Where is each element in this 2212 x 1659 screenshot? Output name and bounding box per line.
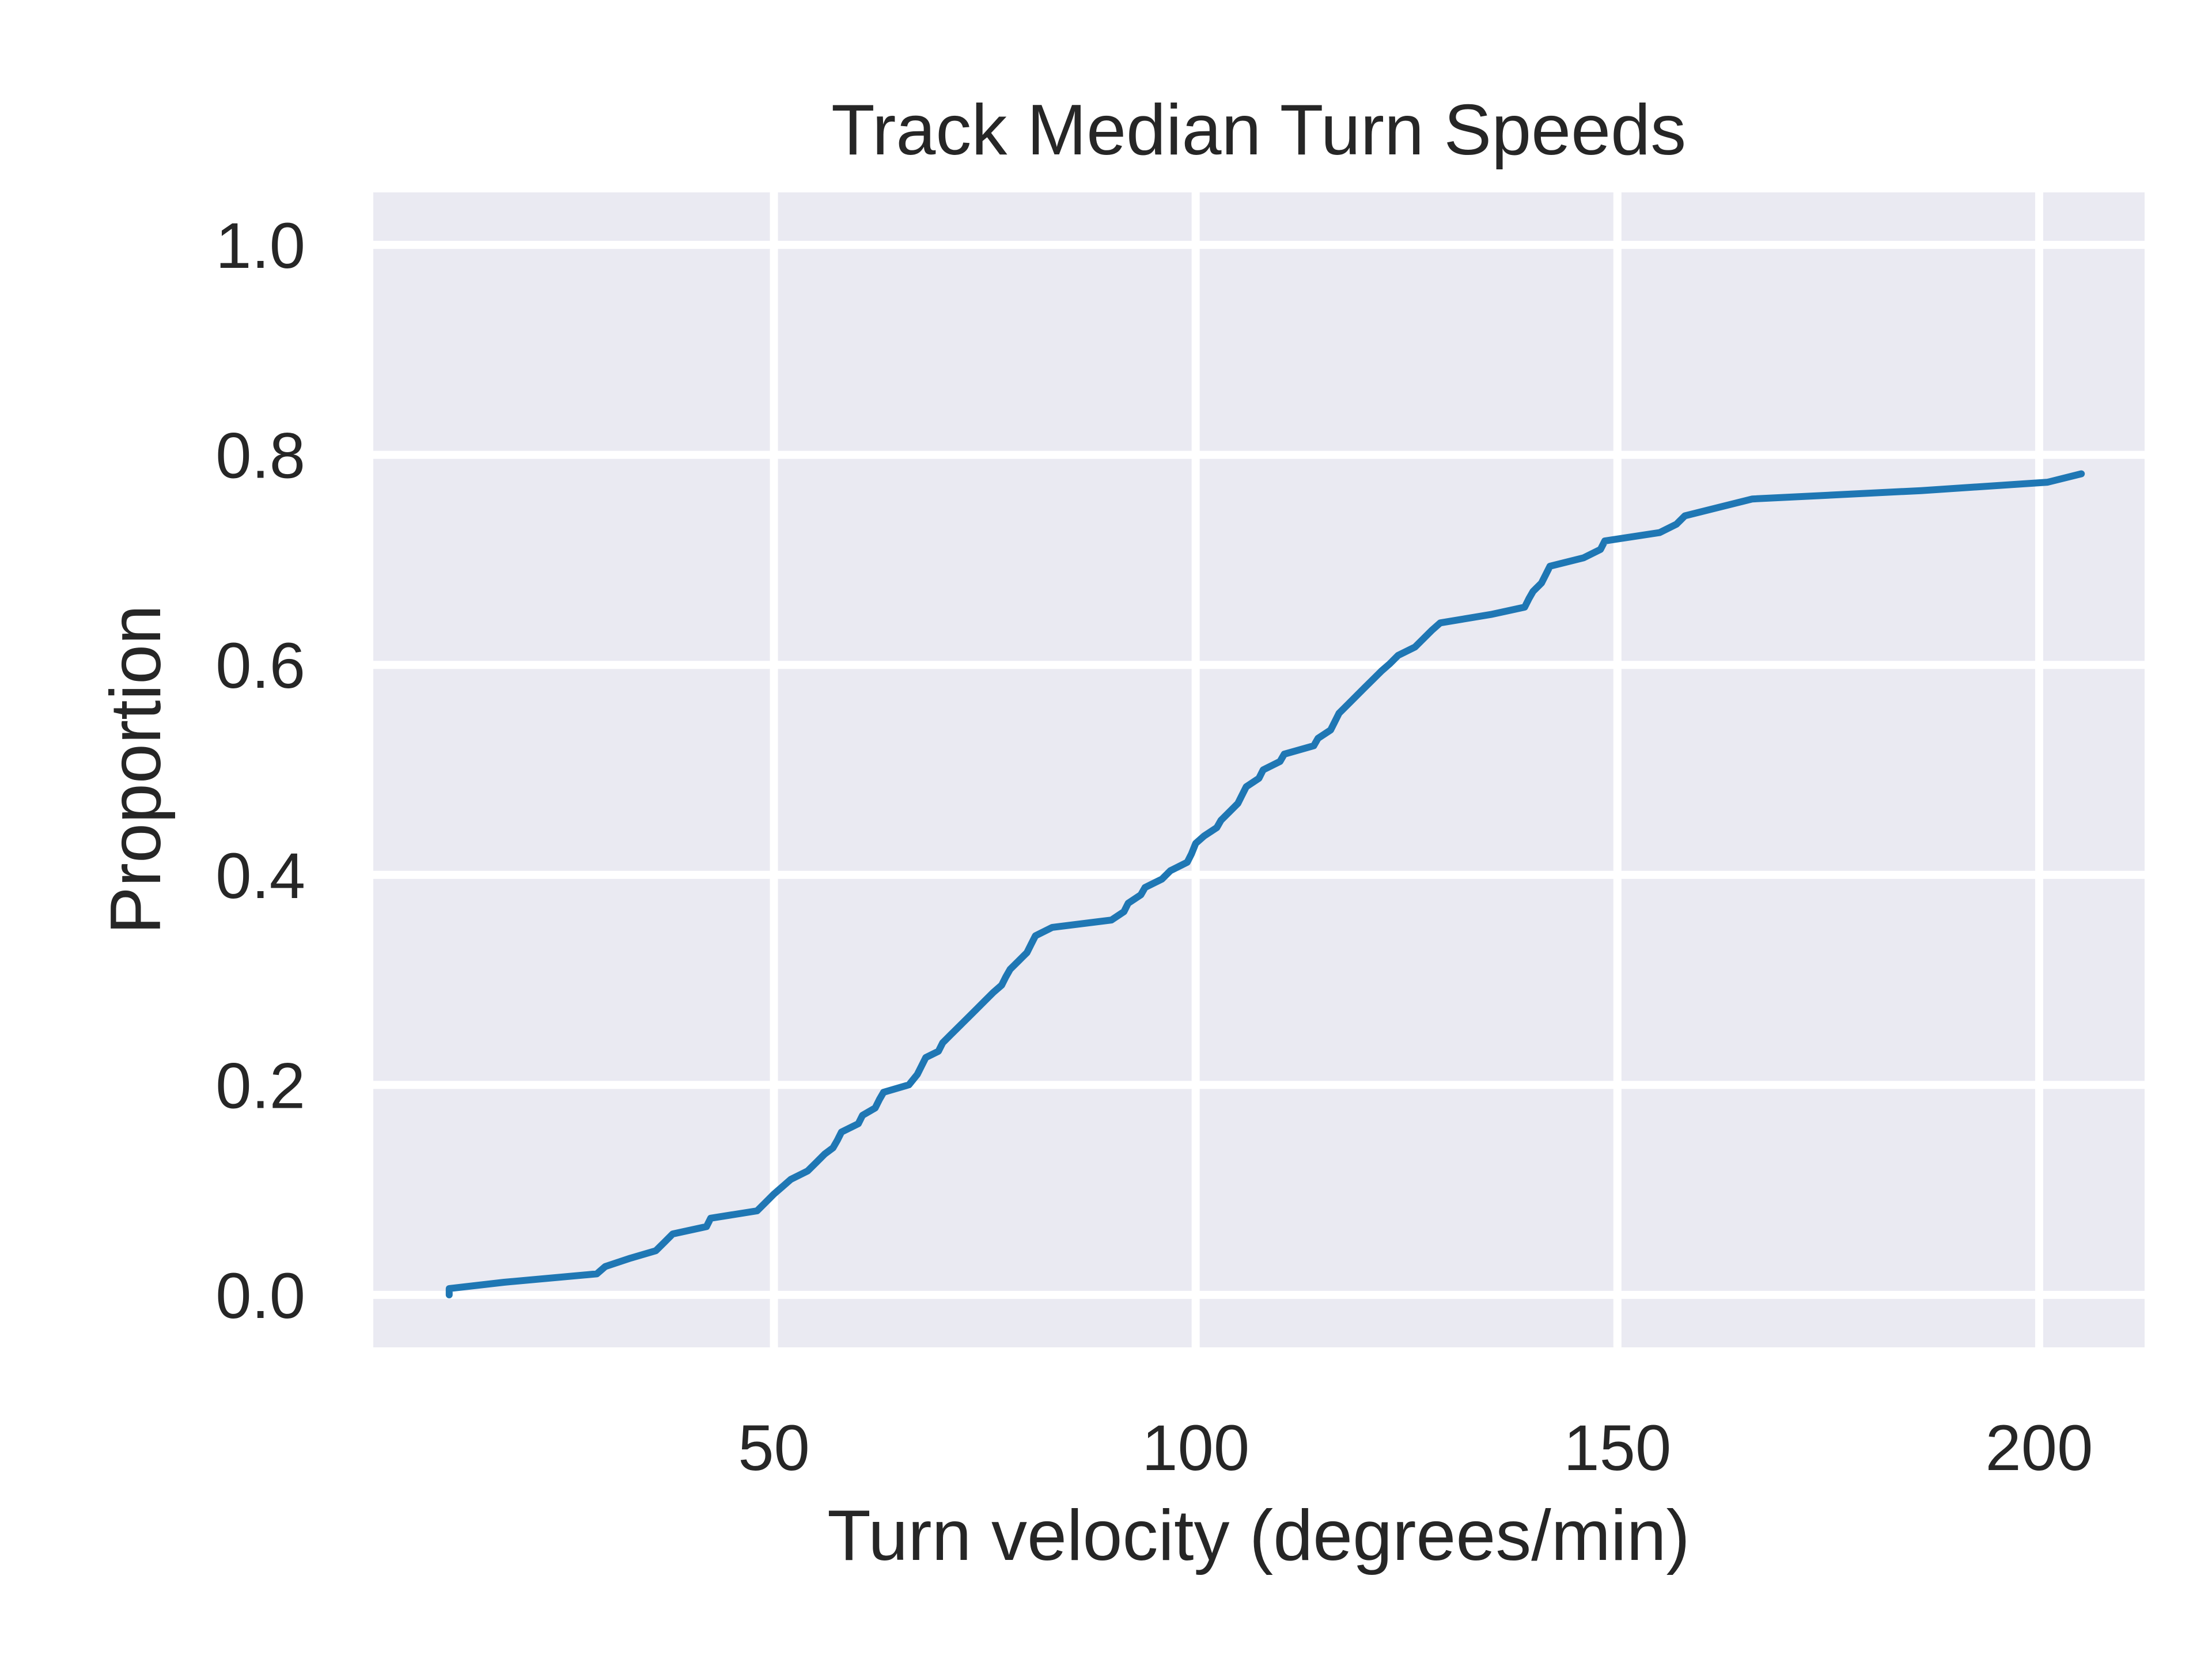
chart-title: Track Median Turn Speeds: [831, 90, 1686, 170]
x-axis-title: Turn velocity (degrees/min): [827, 1496, 1690, 1575]
y-tick-label: 0.2: [215, 1050, 305, 1122]
x-tick-label: 150: [1563, 1412, 1671, 1484]
tick-labels: 50 100 150 200 0.0 0.2 0.4 0.6 0.8 1.0: [215, 210, 2093, 1484]
y-axis-title: Proportion: [96, 605, 176, 934]
series-layer: [445, 470, 2085, 1298]
plot-background: [373, 192, 2145, 1347]
y-tick-label: 0.0: [215, 1260, 305, 1332]
x-tick-label: 50: [738, 1412, 810, 1484]
grid: [373, 192, 2145, 1347]
y-tick-label: 0.8: [215, 420, 305, 492]
y-tick-label: 0.6: [215, 630, 305, 702]
y-tick-label: 0.4: [215, 840, 305, 912]
y-tick-label: 1.0: [215, 210, 305, 282]
x-tick-label: 200: [1986, 1412, 2093, 1484]
series-line: [445, 470, 2085, 1298]
x-tick-label: 100: [1142, 1412, 1249, 1484]
